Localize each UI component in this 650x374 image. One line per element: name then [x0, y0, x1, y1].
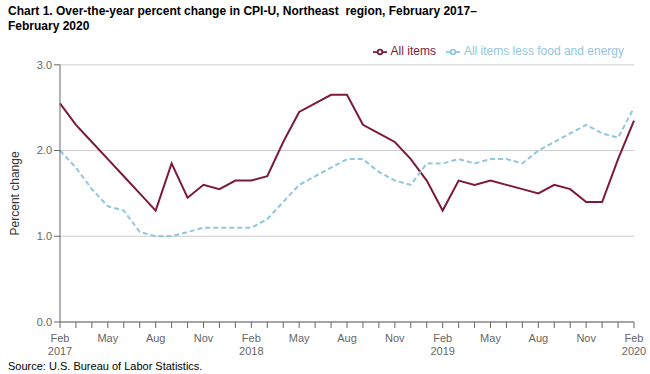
svg-text:Feb2018: Feb2018: [239, 332, 263, 357]
html-text:Source: U.S. Bureau of Labor S: Source: U.S. Bureau of Labor Statistics.: [8, 360, 203, 372]
html-text:All items: All items: [390, 44, 436, 58]
svg-text:Aug: Aug: [146, 332, 166, 344]
svg-text:Feb2017: Feb2017: [48, 332, 72, 357]
svg-text:3.0: 3.0: [37, 59, 52, 71]
svg-text:Aug: Aug: [529, 332, 549, 344]
svg-text:Nov: Nov: [385, 332, 405, 344]
svg-text:1.0: 1.0: [37, 230, 52, 242]
svg-text:2.0: 2.0: [37, 144, 52, 156]
svg-text:Aug: Aug: [337, 332, 357, 344]
svg-text:May: May: [289, 332, 310, 344]
html-text:February 2020: February 2020: [8, 19, 90, 33]
svg-text:Feb2020: Feb2020: [622, 332, 642, 357]
svg-text:Percent change: Percent change: [8, 151, 22, 235]
html-text:All items less food and energy: All items less food and energy: [463, 44, 624, 58]
svg-text:Feb2019: Feb2019: [430, 332, 454, 357]
svg-text:May: May: [480, 332, 501, 344]
svg-text:0.0: 0.0: [37, 316, 52, 328]
svg-text:May: May: [97, 332, 118, 344]
svg-text:Nov: Nov: [576, 332, 596, 344]
svg-text:Nov: Nov: [194, 332, 214, 344]
html-text:Chart 1. Over-the-year percent: Chart 1. Over-the-year percent change in…: [8, 4, 477, 18]
